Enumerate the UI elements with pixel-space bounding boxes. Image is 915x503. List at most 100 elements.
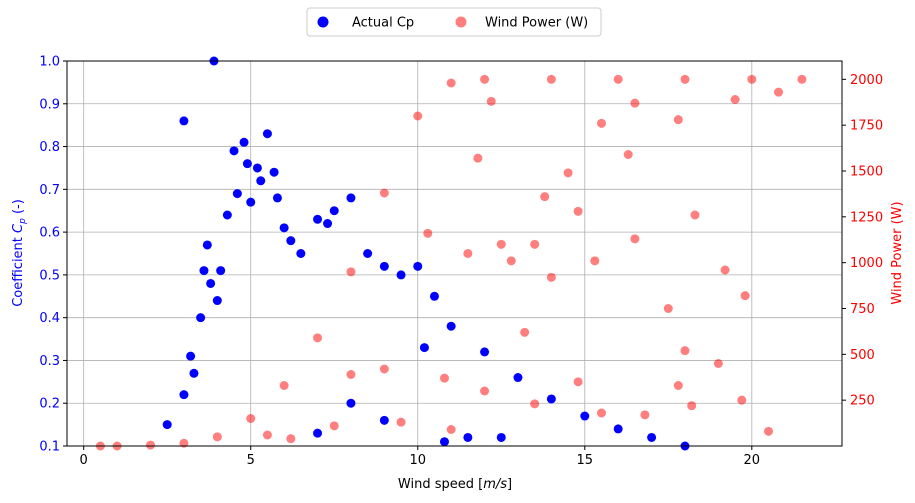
cp-point: [396, 270, 406, 280]
legend-label-power: Wind Power (W): [485, 16, 588, 31]
power-point: [413, 111, 423, 121]
y-right-tick-label: 1250: [850, 210, 883, 225]
x-axis: 0 5 10 15 20: [80, 446, 761, 468]
power-point: [520, 327, 530, 337]
y-left-tick-label: 0.4: [39, 311, 60, 326]
power-point: [573, 377, 583, 387]
power-point: [279, 381, 289, 390]
cp-point: [446, 321, 456, 331]
cp-point: [269, 167, 279, 177]
cp-point: [186, 351, 196, 361]
y-axis-right-label: Wind Power (W): [890, 201, 905, 304]
cp-point: [313, 428, 323, 438]
cp-point: [212, 296, 222, 306]
plot-area: [66, 56, 843, 451]
y-right-tick-label: 250: [850, 394, 875, 409]
y-right-tick-label: 1750: [850, 119, 883, 134]
x-tick-label: 5: [247, 453, 255, 468]
legend-label-cp: Actual Cp: [352, 16, 414, 31]
cp-point: [580, 411, 590, 421]
power-point: [687, 401, 697, 411]
cp-point: [379, 261, 389, 271]
power-point: [630, 234, 640, 244]
cp-point: [613, 424, 623, 434]
power-point: [740, 291, 750, 301]
cp-point: [239, 137, 249, 147]
power-point: [346, 267, 356, 277]
power-point: [480, 74, 490, 84]
y-axis-left: 0.1 0.2 0.3 0.4 0.5 0.6 0.7 0.8 0.9 1.0: [39, 55, 67, 455]
cp-point: [256, 176, 266, 186]
y-left-tick-label: 0.8: [39, 140, 60, 155]
cp-point: [246, 197, 256, 207]
y-left-tick-label: 0.5: [39, 268, 60, 283]
power-point: [720, 265, 730, 275]
power-point: [737, 395, 747, 405]
power-point: [379, 188, 389, 198]
plot-background: [67, 61, 842, 446]
legend: Actual Cp Wind Power (W): [306, 7, 602, 37]
cp-point: [480, 347, 490, 357]
cp-point: [232, 189, 242, 199]
power-point: [496, 239, 506, 249]
power-point: [630, 98, 640, 108]
y-left-tick-label: 1.0: [39, 55, 60, 70]
x-tick-label: 20: [744, 453, 761, 468]
power-point: [596, 118, 606, 128]
power-point: [563, 168, 573, 178]
y-axis-right: 250 500 750 1000 1250 1500 1750 2000: [842, 73, 883, 409]
power-point: [680, 346, 690, 356]
power-point: [379, 364, 389, 374]
power-point: [797, 74, 807, 84]
cp-point: [262, 129, 272, 139]
x-axis-label: Wind speed [m/s]: [398, 477, 512, 492]
cp-point: [363, 249, 373, 258]
power-point: [540, 192, 550, 202]
power-point: [546, 272, 556, 282]
legend-marker-cp: [317, 16, 329, 28]
cp-point: [296, 249, 306, 258]
x-tick-label: 10: [409, 453, 426, 468]
power-point: [530, 239, 540, 249]
y-axis-left-label: Coefficient Cp (-): [11, 199, 28, 307]
power-point: [596, 408, 606, 418]
cp-point: [279, 223, 289, 233]
y-left-tick-label: 0.1: [39, 440, 60, 455]
cp-point: [413, 261, 423, 271]
cp-point: [439, 437, 449, 447]
cp-point: [162, 420, 172, 430]
legend-frame: [306, 7, 602, 37]
plot-frame: [66, 60, 843, 447]
cp-point: [286, 236, 296, 246]
cp-point: [313, 214, 323, 224]
cp-point: [513, 373, 523, 383]
cp-point: [179, 390, 189, 400]
power-point: [446, 78, 456, 88]
power-point: [613, 74, 623, 84]
power-point: [663, 304, 673, 313]
cp-point: [206, 278, 216, 288]
cp-point: [216, 266, 226, 276]
power-point: [346, 370, 356, 379]
power-point: [747, 74, 757, 84]
y-right-tick-label: 500: [850, 348, 875, 363]
power-point: [246, 414, 256, 423]
power-point: [730, 95, 740, 104]
cp-point: [242, 159, 252, 169]
cp-point: [189, 368, 199, 378]
power-point: [146, 440, 156, 450]
power-point: [680, 74, 690, 84]
power-point: [439, 373, 449, 383]
power-point: [640, 410, 650, 420]
cp-series: [162, 56, 690, 451]
power-point: [764, 426, 774, 436]
y-left-tick-label: 0.7: [39, 183, 60, 198]
y-right-tick-label: 1000: [850, 256, 883, 271]
power-point: [774, 87, 784, 97]
cp-point: [346, 193, 356, 203]
cp-point: [463, 432, 473, 442]
cp-point: [196, 313, 206, 323]
cp-point: [199, 266, 209, 276]
power-point: [506, 256, 516, 266]
